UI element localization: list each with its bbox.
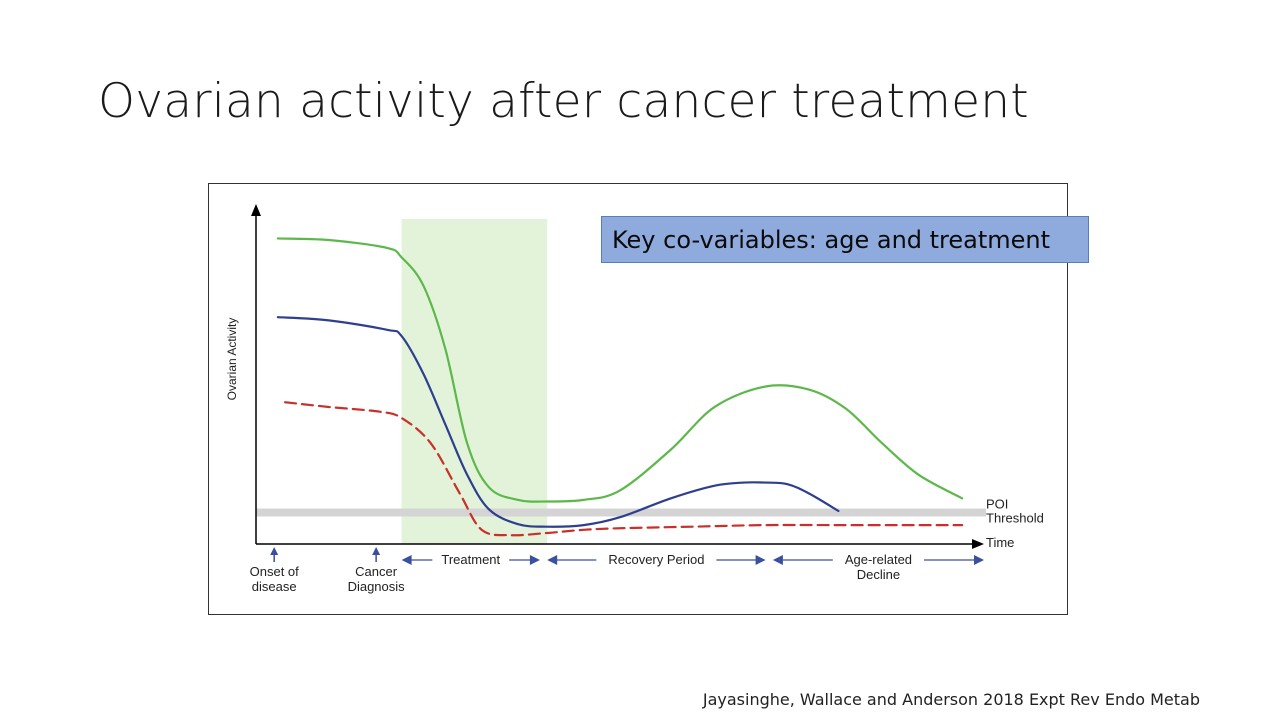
phase-label: Treatment [441,552,500,567]
phase-arrowhead-right [755,555,766,565]
phase-label: Age-related [845,552,912,567]
series-line-low-reserve [284,401,964,537]
key-covariables-callout: Key co-variables: age and treatment [601,216,1089,263]
phase-label-line2: Decline [857,567,900,582]
poi-threshold-band [256,508,986,517]
x-axis-label: Time [986,535,1014,550]
phase-arrowhead-right [529,555,540,565]
event-marker-arrowhead [372,547,381,555]
event-marker-label: Cancer [355,564,398,579]
phase-arrowhead-right [974,555,984,565]
slide-title: Ovarian activity after cancer treatment [98,74,1029,129]
series-line-medium-reserve [276,316,840,528]
series-line-high-reserve [276,237,964,503]
x-axis-arrowhead [972,539,984,549]
event-marker-arrowhead [270,547,279,555]
phase-arrowhead-left [772,555,783,565]
y-axis-label: Ovarian Activity [225,318,239,401]
poi-threshold-label: POI [986,497,1008,512]
phase-arrowhead-left [401,555,412,565]
y-axis-arrowhead [251,204,261,216]
event-marker-label-line2: disease [252,579,297,594]
event-marker-label-line2: Diagnosis [348,579,406,594]
phase-arrowhead-left [547,555,558,565]
citation: Jayasinghe, Wallace and Anderson 2018 Ex… [702,690,1200,709]
event-marker-label: Onset of [250,564,300,579]
phase-label: Recovery Period [608,552,704,567]
treatment-band [401,219,548,544]
poi-threshold-label-line2: Threshold [986,511,1044,526]
